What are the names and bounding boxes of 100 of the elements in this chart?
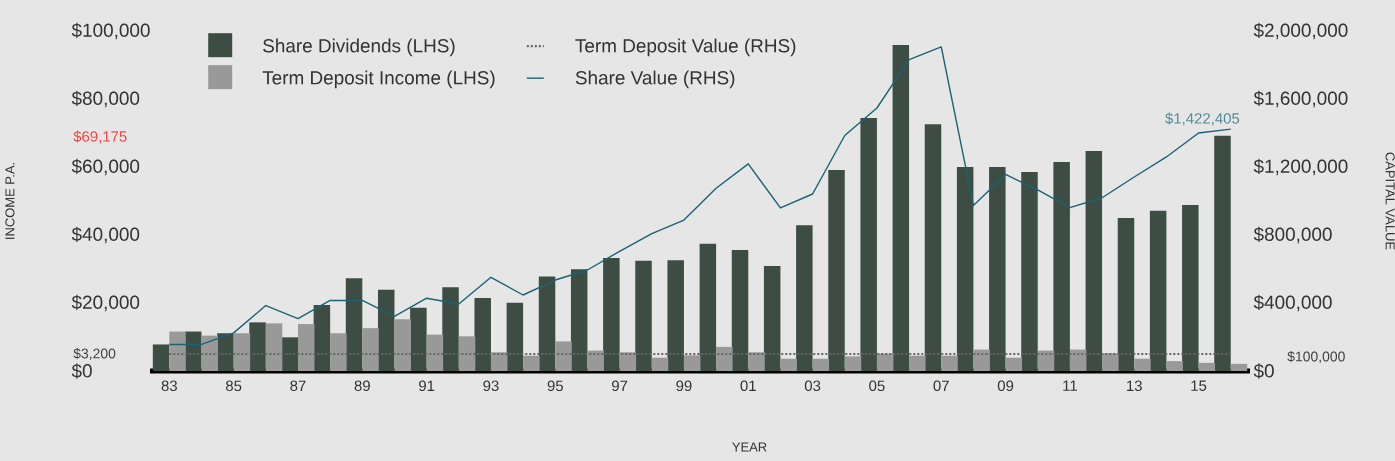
bar (1182, 205, 1199, 371)
legend-label: Term Deposit Value (RHS) (575, 38, 796, 57)
bar (956, 166, 974, 371)
bar (233, 333, 251, 371)
y2-tick-label: $2,000,000 (1253, 22, 1348, 40)
bar (1037, 350, 1055, 371)
text: $3,200 (73, 347, 116, 361)
bar (667, 260, 684, 371)
y-tick-label: $80,000 (71, 90, 140, 108)
bar (297, 324, 315, 371)
y-tick-label: $60,000 (71, 158, 140, 176)
y2-axis-title: CAPITAL VALUE (1385, 152, 1395, 250)
bar (330, 333, 347, 371)
bar (1069, 349, 1087, 371)
bar (169, 331, 186, 371)
y-tick-label: $100,000 (71, 22, 150, 40)
bar (377, 289, 395, 371)
bar (426, 334, 444, 371)
x-tick-label: 97 (612, 380, 628, 392)
bar (152, 344, 170, 371)
x-tick-label: 83 (161, 380, 177, 392)
x-tick-label: 87 (290, 380, 306, 392)
bar (394, 319, 411, 371)
y-tick-label: $0 (71, 363, 92, 379)
bar (860, 118, 877, 371)
bar (1230, 363, 1248, 371)
bar (812, 358, 830, 371)
x-tick-label: 91 (419, 380, 435, 392)
bar (683, 355, 701, 371)
bar (844, 356, 862, 371)
y2-tick-label: $1,600,000 (1253, 90, 1348, 108)
x-tick-label: 93 (483, 380, 499, 392)
y-tick-label: $20,000 (71, 294, 140, 312)
x-tick-label: 99 (676, 380, 692, 392)
bar (1085, 151, 1103, 371)
bar (748, 352, 765, 371)
bar (458, 336, 476, 371)
bar (924, 124, 942, 371)
text: $69,175 (73, 130, 127, 144)
x-tick-label: 11 (1063, 380, 1077, 391)
bar (538, 276, 556, 371)
bar (1117, 217, 1135, 371)
bar (603, 258, 620, 371)
bar (780, 358, 797, 371)
bar (523, 355, 540, 371)
bar (796, 225, 813, 371)
x-axis-title: YEAR (732, 442, 767, 452)
bar (876, 353, 894, 371)
y2-tick-label: $0 (1253, 363, 1274, 379)
bar (362, 328, 379, 371)
legend-label: Share Dividends (LHS) (263, 38, 455, 57)
bar (619, 352, 637, 371)
bar (1021, 172, 1038, 371)
bar (699, 243, 717, 371)
bar (201, 335, 218, 371)
bar (973, 349, 990, 371)
y-axis-title: INCOME P.A. (5, 163, 15, 239)
bar (410, 307, 427, 371)
bar (265, 323, 283, 371)
y2-tick-label: $1,200,000 (1253, 158, 1348, 176)
bar (1102, 353, 1119, 371)
bar (1166, 361, 1183, 371)
bar (506, 302, 524, 371)
x-tick-label: 15 (1191, 380, 1207, 391)
bar (651, 357, 669, 371)
x-tick-label: 05 (869, 380, 885, 392)
bar (1198, 362, 1216, 371)
bar (587, 350, 604, 371)
bar (763, 265, 781, 371)
bar (941, 355, 958, 371)
bar (892, 44, 910, 371)
bar (1053, 161, 1070, 371)
x-tick-label: 09 (997, 380, 1014, 392)
bar (442, 287, 459, 371)
bar (828, 170, 845, 371)
legend-label: Share Value (RHS) (575, 70, 735, 89)
bar (731, 249, 749, 371)
x-tick-label: 89 (354, 380, 370, 392)
bar (909, 355, 926, 371)
bar (555, 341, 572, 371)
bar (635, 260, 652, 371)
bar (570, 269, 588, 371)
x-tick-label: 95 (547, 380, 563, 392)
legend-label: Term Deposit Income (LHS) (262, 70, 495, 89)
bar (1005, 357, 1023, 371)
annotation: $1,422,405 (1165, 112, 1240, 126)
bar (989, 166, 1006, 371)
bar (1149, 210, 1167, 371)
bar (345, 278, 363, 371)
bar (490, 352, 508, 371)
bar (716, 346, 733, 371)
x-tick-label: 07 (933, 380, 949, 392)
x-tick-label: 01 (740, 380, 756, 392)
x-tick-label: 13 (1127, 380, 1142, 392)
x-tick-label: 03 (804, 380, 821, 392)
bar (281, 337, 298, 371)
y-tick-label: $40,000 (71, 226, 140, 244)
bar (474, 297, 491, 371)
bar (1214, 135, 1231, 371)
y2-tick-label: $400,000 (1253, 294, 1332, 312)
